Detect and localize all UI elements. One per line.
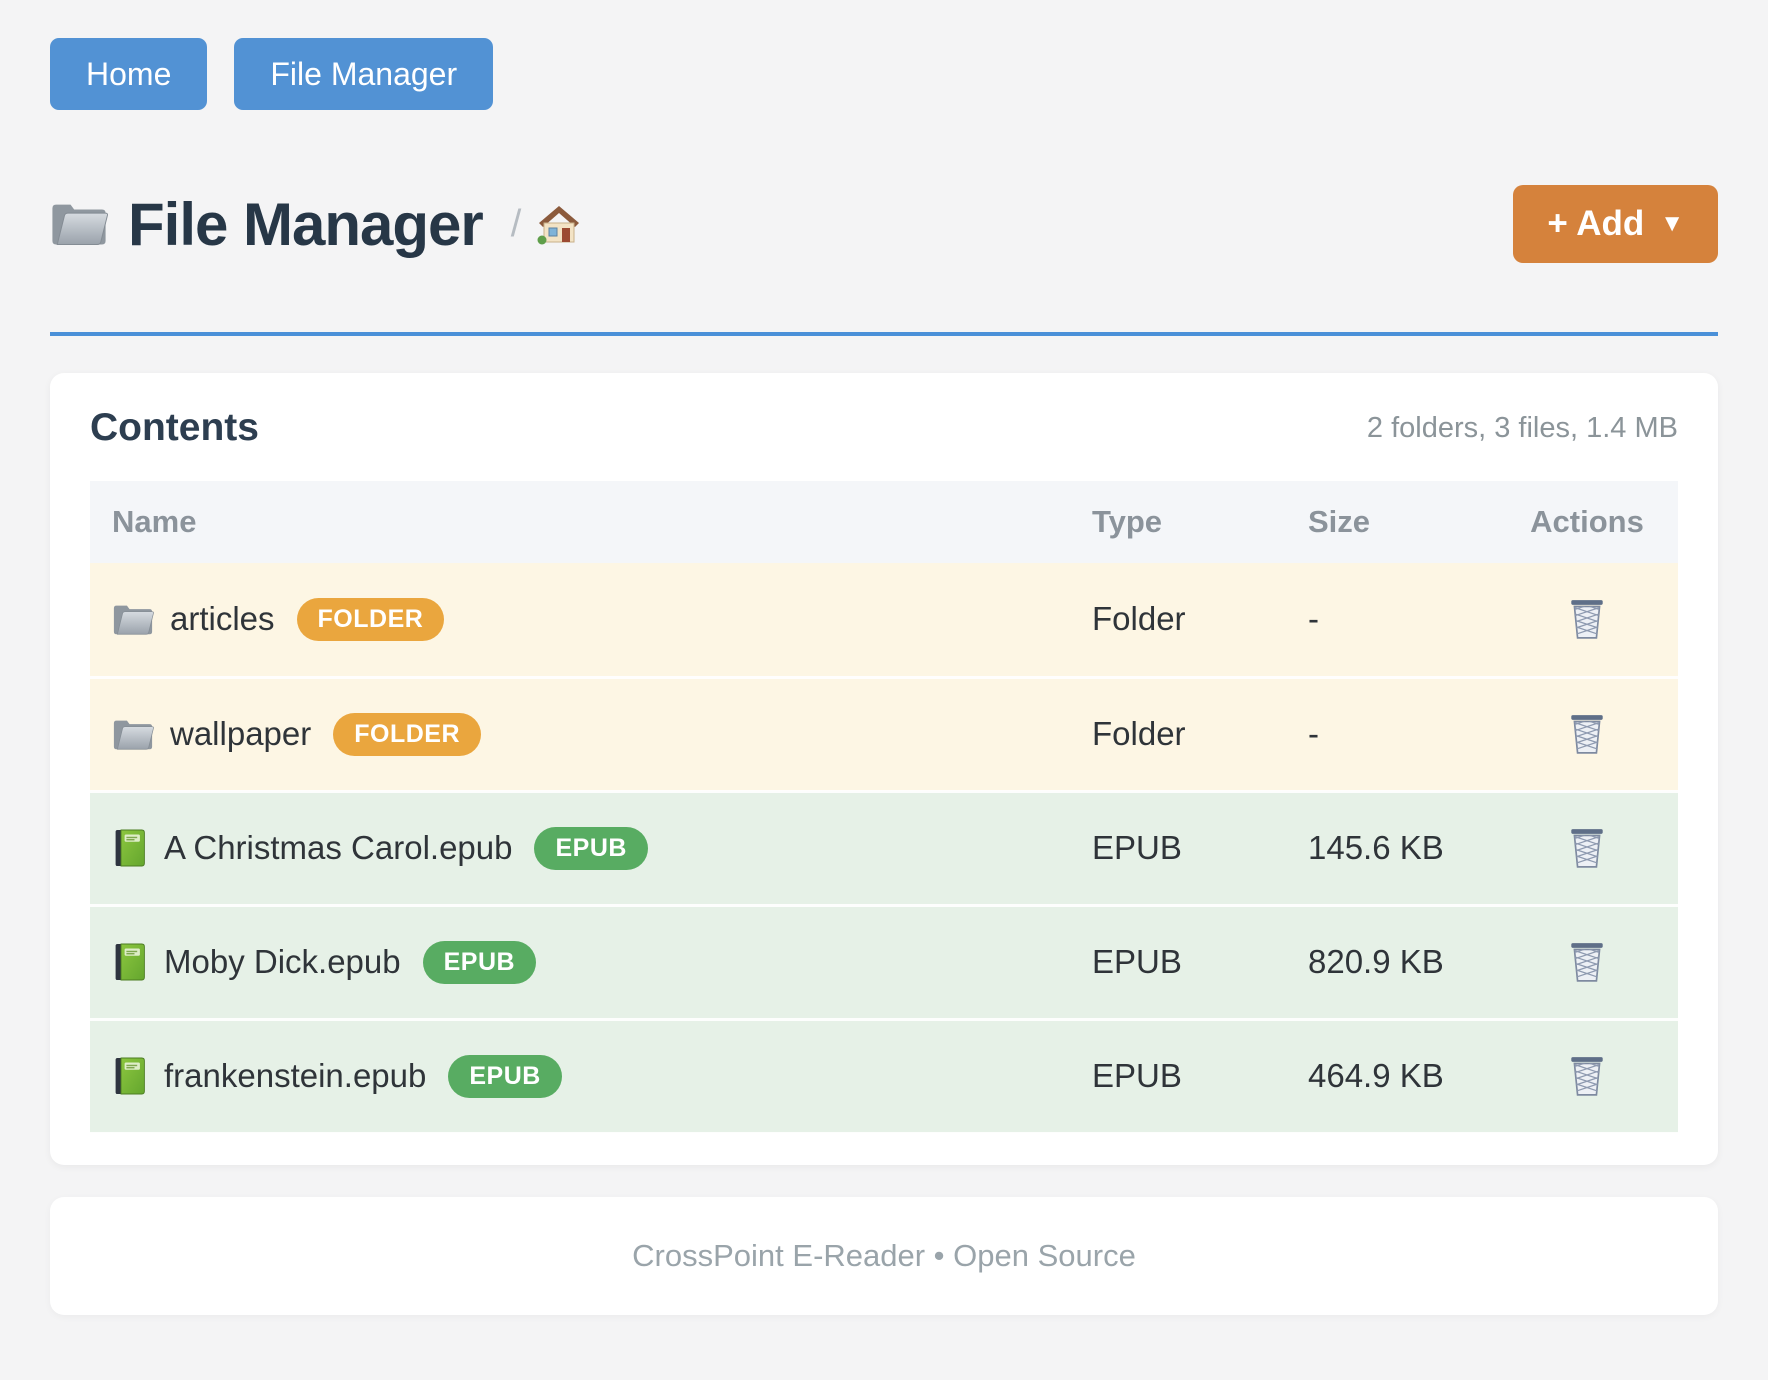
trash-icon — [1568, 1054, 1606, 1098]
file-manager-page: Home File Manager File Manager / + Add ▼… — [50, 38, 1718, 1315]
type-badge: EPUB — [422, 940, 537, 984]
delete-button[interactable] — [1560, 936, 1614, 988]
top-nav: Home File Manager — [50, 38, 1718, 110]
book-icon — [112, 1056, 148, 1096]
contents-summary: 2 folders, 3 files, 1.4 MB — [1366, 411, 1678, 444]
actions-cell — [1496, 1019, 1678, 1135]
type-badge: FOLDER — [333, 712, 482, 756]
title-underline — [50, 332, 1718, 336]
page-header: File Manager / + Add ▼ — [50, 178, 1718, 270]
type-badge: FOLDER — [296, 597, 445, 641]
actions-cell — [1496, 563, 1678, 679]
type-cell: EPUB — [1070, 791, 1286, 907]
header-size: Size — [1286, 481, 1496, 563]
contents-card: Contents 2 folders, 3 files, 1.4 MB Name… — [50, 373, 1718, 1165]
trash-icon — [1568, 826, 1606, 870]
nav-file-manager-button[interactable]: File Manager — [234, 38, 494, 110]
table-row: articles FOLDER Folder - — [90, 563, 1678, 679]
chevron-down-icon: ▼ — [1660, 210, 1684, 237]
folder-icon — [112, 718, 154, 751]
size-cell: 820.9 KB — [1286, 905, 1496, 1021]
file-name[interactable]: Moby Dick.epub — [164, 943, 401, 980]
actions-cell — [1496, 791, 1678, 907]
add-button[interactable]: + Add ▼ — [1513, 185, 1718, 263]
type-badge: EPUB — [448, 1054, 562, 1098]
nav-home-button[interactable]: Home — [50, 38, 208, 110]
table-row: A Christmas Carol.epub EPUB EPUB 145.6 K… — [90, 791, 1678, 907]
type-cell: Folder — [1070, 677, 1286, 793]
page-title: File Manager — [128, 190, 484, 258]
trash-icon — [1568, 597, 1606, 641]
file-name[interactable]: A Christmas Carol.epub — [164, 829, 513, 866]
delete-button[interactable] — [1560, 822, 1614, 874]
table-row: frankenstein.epub EPUB EPUB 464.9 KB — [90, 1019, 1678, 1135]
header-type: Type — [1070, 481, 1286, 563]
delete-button[interactable] — [1560, 708, 1614, 760]
table-row: wallpaper FOLDER Folder - — [90, 677, 1678, 793]
actions-cell — [1496, 905, 1678, 1021]
delete-button[interactable] — [1560, 1050, 1614, 1102]
folder-icon — [112, 603, 154, 636]
trash-icon — [1568, 712, 1606, 756]
size-cell: 464.9 KB — [1286, 1019, 1496, 1135]
size-cell: 145.6 KB — [1286, 791, 1496, 907]
header-name: Name — [90, 481, 1070, 563]
breadcrumb: File Manager / — [50, 190, 581, 259]
house-icon — [537, 203, 581, 245]
name-cell[interactable]: A Christmas Carol.epub EPUB — [90, 791, 1070, 907]
folder-icon — [50, 201, 108, 247]
footer-card: CrossPoint E-Reader • Open Source — [50, 1196, 1718, 1315]
name-cell[interactable]: Moby Dick.epub EPUB — [90, 905, 1070, 1021]
files-table: Name Type Size Actions articles FOLDER — [90, 481, 1678, 1135]
breadcrumb-home-link[interactable] — [537, 203, 581, 245]
breadcrumb-separator: / — [510, 202, 522, 245]
add-button-label: + Add — [1547, 204, 1645, 243]
delete-button[interactable] — [1560, 593, 1614, 645]
name-cell[interactable]: articles FOLDER — [90, 563, 1070, 679]
file-name[interactable]: frankenstein.epub — [164, 1057, 427, 1094]
header-actions: Actions — [1496, 481, 1678, 563]
file-name[interactable]: articles — [170, 600, 275, 638]
type-cell: Folder — [1070, 563, 1286, 679]
name-cell[interactable]: frankenstein.epub EPUB — [90, 1019, 1070, 1135]
contents-card-header: Contents 2 folders, 3 files, 1.4 MB — [90, 403, 1678, 453]
footer-text: CrossPoint E-Reader • Open Source — [632, 1237, 1136, 1273]
file-name[interactable]: wallpaper — [170, 715, 312, 752]
size-cell: - — [1286, 563, 1496, 679]
trash-icon — [1568, 940, 1606, 984]
card-title: Contents — [90, 406, 259, 449]
type-cell: EPUB — [1070, 1019, 1286, 1135]
size-cell: - — [1286, 677, 1496, 793]
table-header-row: Name Type Size Actions — [90, 481, 1678, 563]
book-icon — [112, 942, 148, 982]
type-cell: EPUB — [1070, 905, 1286, 1021]
actions-cell — [1496, 677, 1678, 793]
book-icon — [112, 828, 148, 868]
table-row: Moby Dick.epub EPUB EPUB 820.9 KB — [90, 905, 1678, 1021]
type-badge: EPUB — [534, 826, 648, 870]
name-cell[interactable]: wallpaper FOLDER — [90, 677, 1070, 793]
